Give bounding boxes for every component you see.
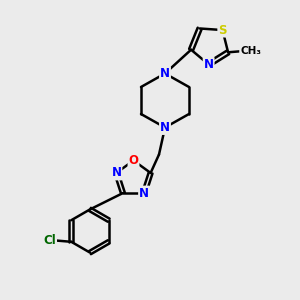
Text: N: N — [160, 67, 170, 80]
Text: S: S — [218, 24, 227, 37]
Text: O: O — [128, 154, 139, 167]
Text: N: N — [111, 167, 122, 179]
Text: N: N — [204, 58, 214, 71]
Text: N: N — [160, 121, 170, 134]
Text: Cl: Cl — [43, 234, 56, 247]
Text: CH₃: CH₃ — [240, 46, 261, 56]
Text: N: N — [139, 187, 149, 200]
